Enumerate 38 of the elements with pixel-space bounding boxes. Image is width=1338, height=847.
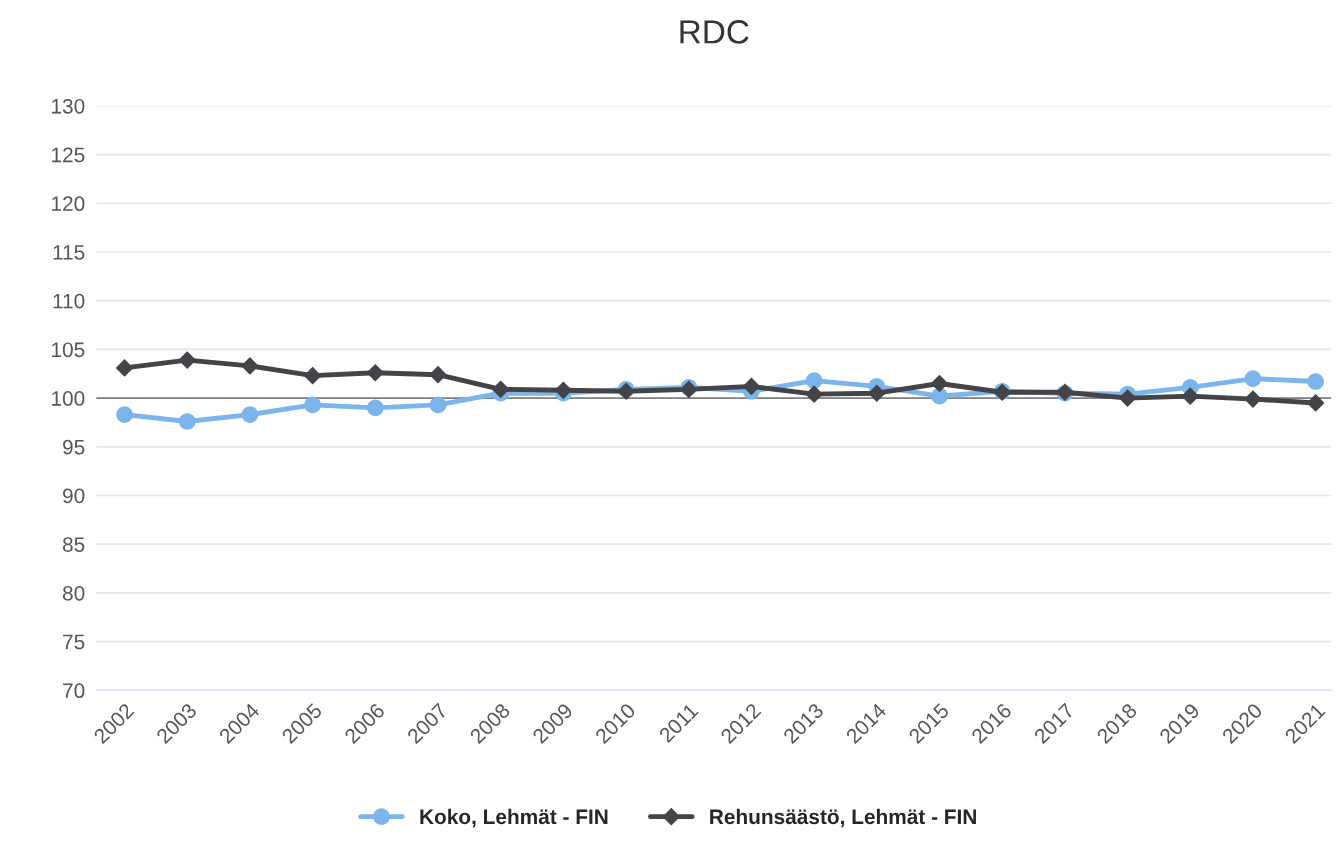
point — [366, 399, 384, 417]
point — [178, 351, 197, 369]
point — [303, 366, 322, 385]
point — [1181, 387, 1200, 405]
point — [429, 365, 447, 384]
point — [241, 357, 259, 375]
point — [1118, 389, 1137, 407]
y-tick-label: 105 — [52, 342, 85, 358]
point — [931, 387, 948, 405]
point — [366, 363, 385, 382]
legend-label: Rehunsäästö, Lehmät - FIN — [710, 808, 976, 828]
y-tick-label: 130 — [52, 98, 85, 114]
y-tick-label: 85 — [62, 537, 85, 552]
legend-label: Koko, Lehmät - FIN — [420, 808, 608, 828]
y-tick-label: 75 — [63, 634, 85, 650]
point — [241, 406, 259, 423]
point — [805, 372, 823, 389]
y-tick-label: 90 — [63, 488, 85, 504]
y-tick-label: 100 — [52, 391, 85, 406]
y-tick-label: 125 — [52, 147, 85, 163]
point — [930, 374, 949, 393]
y-tick-label: 95 — [63, 439, 85, 455]
y-tick-label: 80 — [62, 585, 85, 601]
point — [178, 413, 196, 430]
point — [742, 377, 761, 396]
point — [805, 385, 823, 404]
point — [1244, 390, 1262, 408]
y-tick-label: 120 — [52, 196, 85, 212]
y-tick-label: 110 — [53, 293, 85, 309]
y-tick-label: 115 — [53, 245, 85, 260]
point — [115, 359, 134, 377]
point — [1244, 370, 1262, 387]
chart-title: RDC — [680, 20, 749, 44]
y-tick-label: 70 — [63, 683, 85, 699]
point — [116, 406, 133, 423]
point — [304, 396, 321, 414]
point — [429, 396, 447, 414]
point — [1307, 373, 1324, 390]
